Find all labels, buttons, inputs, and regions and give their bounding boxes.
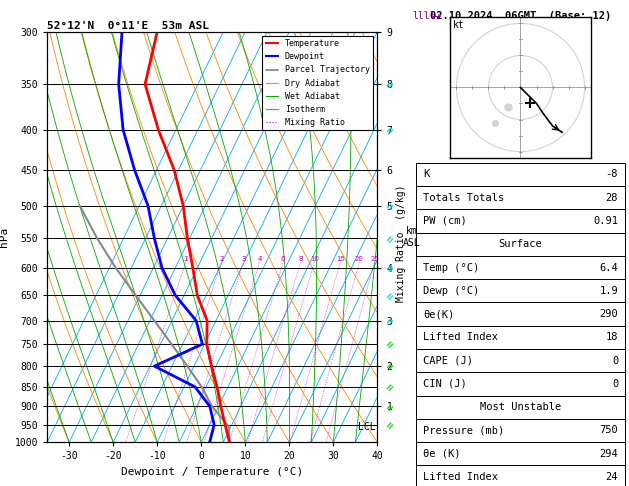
Text: ≡: ≡ (384, 261, 396, 275)
Text: 2: 2 (219, 256, 223, 262)
Text: 20: 20 (355, 256, 364, 262)
Text: 10: 10 (310, 256, 319, 262)
Text: Lifted Index: Lifted Index (423, 472, 498, 482)
Text: Lifted Index: Lifted Index (423, 332, 498, 342)
Text: 02.10.2024  06GMT  (Base: 12): 02.10.2024 06GMT (Base: 12) (430, 11, 611, 21)
Text: 290: 290 (599, 309, 618, 319)
Text: llll: llll (412, 11, 435, 21)
Text: 24: 24 (606, 472, 618, 482)
Text: 294: 294 (599, 449, 618, 459)
Text: ≡: ≡ (384, 360, 396, 373)
Text: Temp (°C): Temp (°C) (423, 262, 479, 273)
Text: 28: 28 (606, 193, 618, 203)
Text: 6.4: 6.4 (599, 262, 618, 273)
Text: 750: 750 (599, 425, 618, 435)
Text: 0.91: 0.91 (593, 216, 618, 226)
Text: 1: 1 (184, 256, 188, 262)
Text: CAPE (J): CAPE (J) (423, 356, 473, 365)
Text: ≡: ≡ (384, 381, 396, 393)
Y-axis label: hPa: hPa (0, 227, 9, 247)
Text: →: → (431, 12, 441, 22)
Text: ≡: ≡ (384, 400, 396, 413)
Text: ≡: ≡ (384, 314, 396, 327)
Text: ≡: ≡ (384, 232, 396, 245)
Text: Surface: Surface (499, 239, 542, 249)
Text: θe (K): θe (K) (423, 449, 460, 459)
Text: K: K (423, 170, 429, 179)
Text: ≡: ≡ (384, 78, 396, 90)
Text: Most Unstable: Most Unstable (480, 402, 561, 412)
Text: ≡: ≡ (384, 418, 396, 431)
Text: ≡: ≡ (384, 338, 396, 350)
Text: 8: 8 (298, 256, 303, 262)
Y-axis label: km
ASL: km ASL (403, 226, 421, 248)
Text: PW (cm): PW (cm) (423, 216, 467, 226)
Text: 15: 15 (336, 256, 345, 262)
Text: 6: 6 (281, 256, 286, 262)
Text: 18: 18 (606, 332, 618, 342)
Text: 4: 4 (257, 256, 262, 262)
Text: kt: kt (454, 20, 465, 30)
Text: ≡: ≡ (384, 123, 396, 136)
Text: 1.9: 1.9 (599, 286, 618, 296)
Text: Pressure (mb): Pressure (mb) (423, 425, 504, 435)
Text: CIN (J): CIN (J) (423, 379, 467, 389)
Text: ≡: ≡ (384, 199, 396, 212)
Text: Dewp (°C): Dewp (°C) (423, 286, 479, 296)
Text: 0: 0 (612, 379, 618, 389)
Text: 0: 0 (612, 356, 618, 365)
Text: 52°12'N  0°11'E  53m ASL: 52°12'N 0°11'E 53m ASL (47, 21, 209, 31)
Text: Mixing Ratio  (g/kg): Mixing Ratio (g/kg) (396, 184, 406, 302)
Text: -8: -8 (606, 170, 618, 179)
Text: 25: 25 (370, 256, 379, 262)
Text: θe(K): θe(K) (423, 309, 454, 319)
Text: ≡: ≡ (384, 289, 396, 302)
Legend: Temperature, Dewpoint, Parcel Trajectory, Dry Adiabat, Wet Adiabat, Isotherm, Mi: Temperature, Dewpoint, Parcel Trajectory… (262, 36, 373, 130)
Text: Totals Totals: Totals Totals (423, 193, 504, 203)
X-axis label: Dewpoint / Temperature (°C): Dewpoint / Temperature (°C) (121, 467, 303, 477)
Text: LCL: LCL (359, 421, 376, 432)
Text: 3: 3 (241, 256, 246, 262)
